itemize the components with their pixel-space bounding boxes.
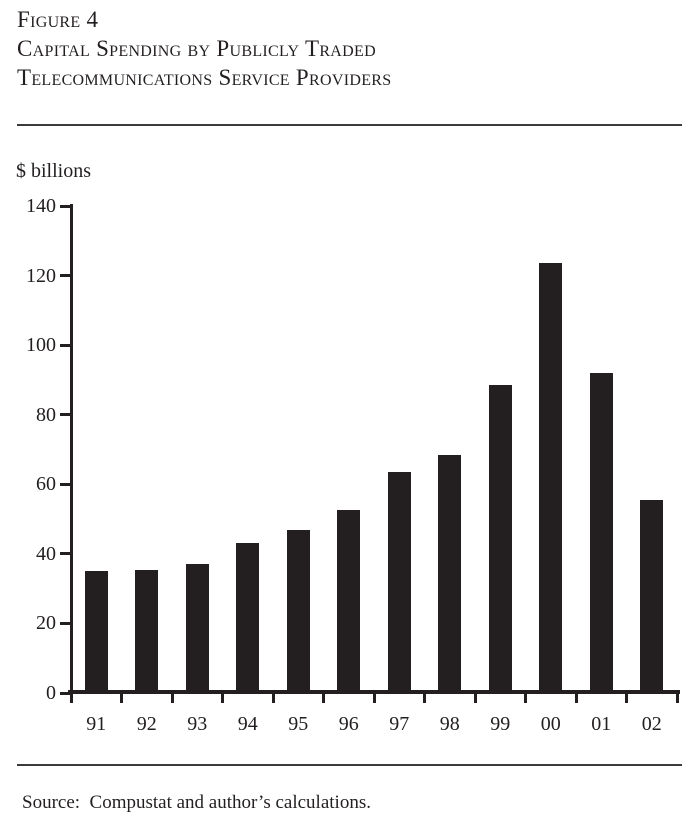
bar-02 — [640, 499, 664, 693]
bar-99 — [488, 385, 512, 693]
figure-title-line-1: Capital Spending by Publicly Traded — [17, 36, 376, 61]
y-axis-tick-20 — [60, 621, 73, 625]
y-axis-tick-0 — [60, 691, 73, 695]
figure-title-line-2: Telecommunications Service Providers — [17, 65, 392, 90]
y-tick-label-80: 80 — [36, 403, 56, 426]
figure-label: Figure 4 — [17, 7, 99, 32]
bottom-divider-rule — [17, 764, 682, 766]
y-axis-tick-60 — [60, 482, 73, 486]
x-axis-label-97: 97 — [389, 713, 410, 735]
y-tick-label-60: 60 — [36, 473, 56, 496]
x-axis-label-99: 99 — [490, 713, 511, 735]
bar-00 — [539, 263, 563, 693]
bar-91 — [84, 571, 108, 693]
y-tick-label-100: 100 — [26, 334, 56, 357]
bar-01 — [589, 372, 613, 693]
x-axis-label-92: 92 — [136, 713, 157, 735]
source-note: Source: Compustat and author’s calculati… — [22, 792, 371, 813]
x-axis-label-02: 02 — [641, 713, 662, 735]
x-axis-tick-7 — [423, 694, 426, 703]
y-tick-label-40: 40 — [36, 542, 56, 565]
x-axis-label-95: 95 — [288, 713, 309, 735]
bar-97 — [387, 472, 411, 693]
x-axis-line — [68, 690, 680, 694]
x-axis-tick-9 — [524, 694, 527, 703]
x-axis-tick-5 — [322, 694, 325, 703]
x-axis-tick-3 — [221, 694, 224, 703]
y-tick-label-20: 20 — [36, 612, 56, 635]
x-axis-label-91: 91 — [86, 713, 107, 735]
y-axis-unit-label: $ billions — [16, 160, 92, 182]
y-axis-tick-40 — [60, 552, 73, 556]
y-tick-label-0: 0 — [46, 682, 56, 704]
x-axis-tick-6 — [372, 694, 376, 703]
x-axis-label-98: 98 — [439, 713, 460, 735]
y-axis-tick-80 — [60, 413, 73, 417]
bar-94 — [236, 543, 260, 693]
bar-95 — [286, 529, 310, 693]
x-axis-label-94: 94 — [237, 713, 258, 735]
x-axis-label-96: 96 — [338, 713, 359, 735]
x-axis-tick-10 — [574, 694, 578, 703]
x-axis-label-01: 01 — [591, 713, 612, 735]
x-axis-label-00: 00 — [540, 713, 561, 735]
x-axis-tick-1 — [120, 694, 123, 703]
x-axis-tick-4 — [271, 694, 275, 703]
bar-93 — [185, 564, 209, 693]
bar-92 — [135, 569, 159, 693]
x-axis-tick-2 — [170, 694, 174, 703]
x-axis-tick-0 — [69, 694, 73, 703]
y-axis-tick-140 — [60, 204, 73, 208]
y-tick-label-120: 120 — [26, 264, 56, 287]
y-axis-tick-120 — [60, 274, 73, 278]
bar-96 — [337, 510, 361, 693]
x-axis-tick-12 — [675, 694, 679, 703]
y-axis-line — [70, 204, 73, 692]
x-axis-tick-11 — [625, 694, 628, 703]
bar-98 — [438, 454, 462, 693]
y-tick-label-140: 140 — [26, 195, 56, 217]
top-divider-rule — [17, 124, 682, 126]
figure-title-block: Figure 4 Capital Spending by Publicly Tr… — [17, 5, 391, 92]
y-axis-tick-100 — [60, 343, 73, 347]
x-axis-tick-8 — [473, 694, 477, 703]
x-axis-label-93: 93 — [187, 713, 208, 735]
